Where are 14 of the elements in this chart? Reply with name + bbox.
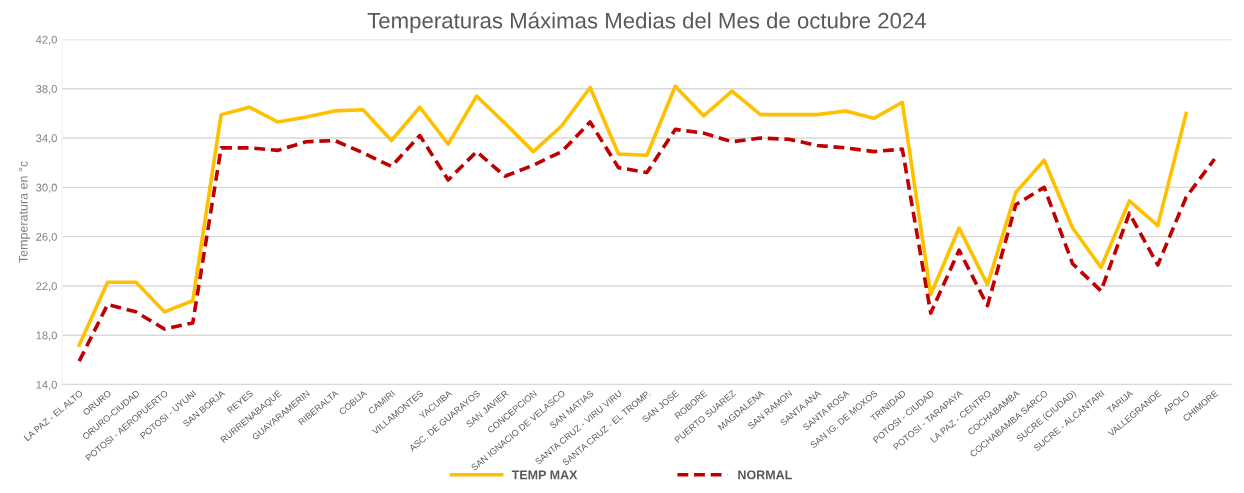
line-series	[77, 84, 1188, 347]
chart-title: Temperaturas Máximas Medias del Mes de octubre 2024	[367, 11, 927, 33]
y-tick-label: 30,0	[36, 183, 57, 193]
y-tick-label: 26,0	[36, 232, 57, 243]
y-tick-label: 18,0	[36, 331, 57, 341]
y-tick-label: 22,0	[36, 282, 57, 292]
y-axis-title: Temperatura en °c	[18, 161, 31, 263]
y-tick-label: 14,0	[36, 380, 57, 390]
y-tick-label: 38,0	[36, 85, 57, 95]
y-tick-label: 34,0	[36, 134, 57, 144]
legend-label: NORMAL	[738, 470, 792, 480]
legend-label: TEMP MAX	[511, 470, 578, 480]
line-series	[77, 120, 1217, 363]
y-tick-label: 42,0	[35, 35, 57, 45]
